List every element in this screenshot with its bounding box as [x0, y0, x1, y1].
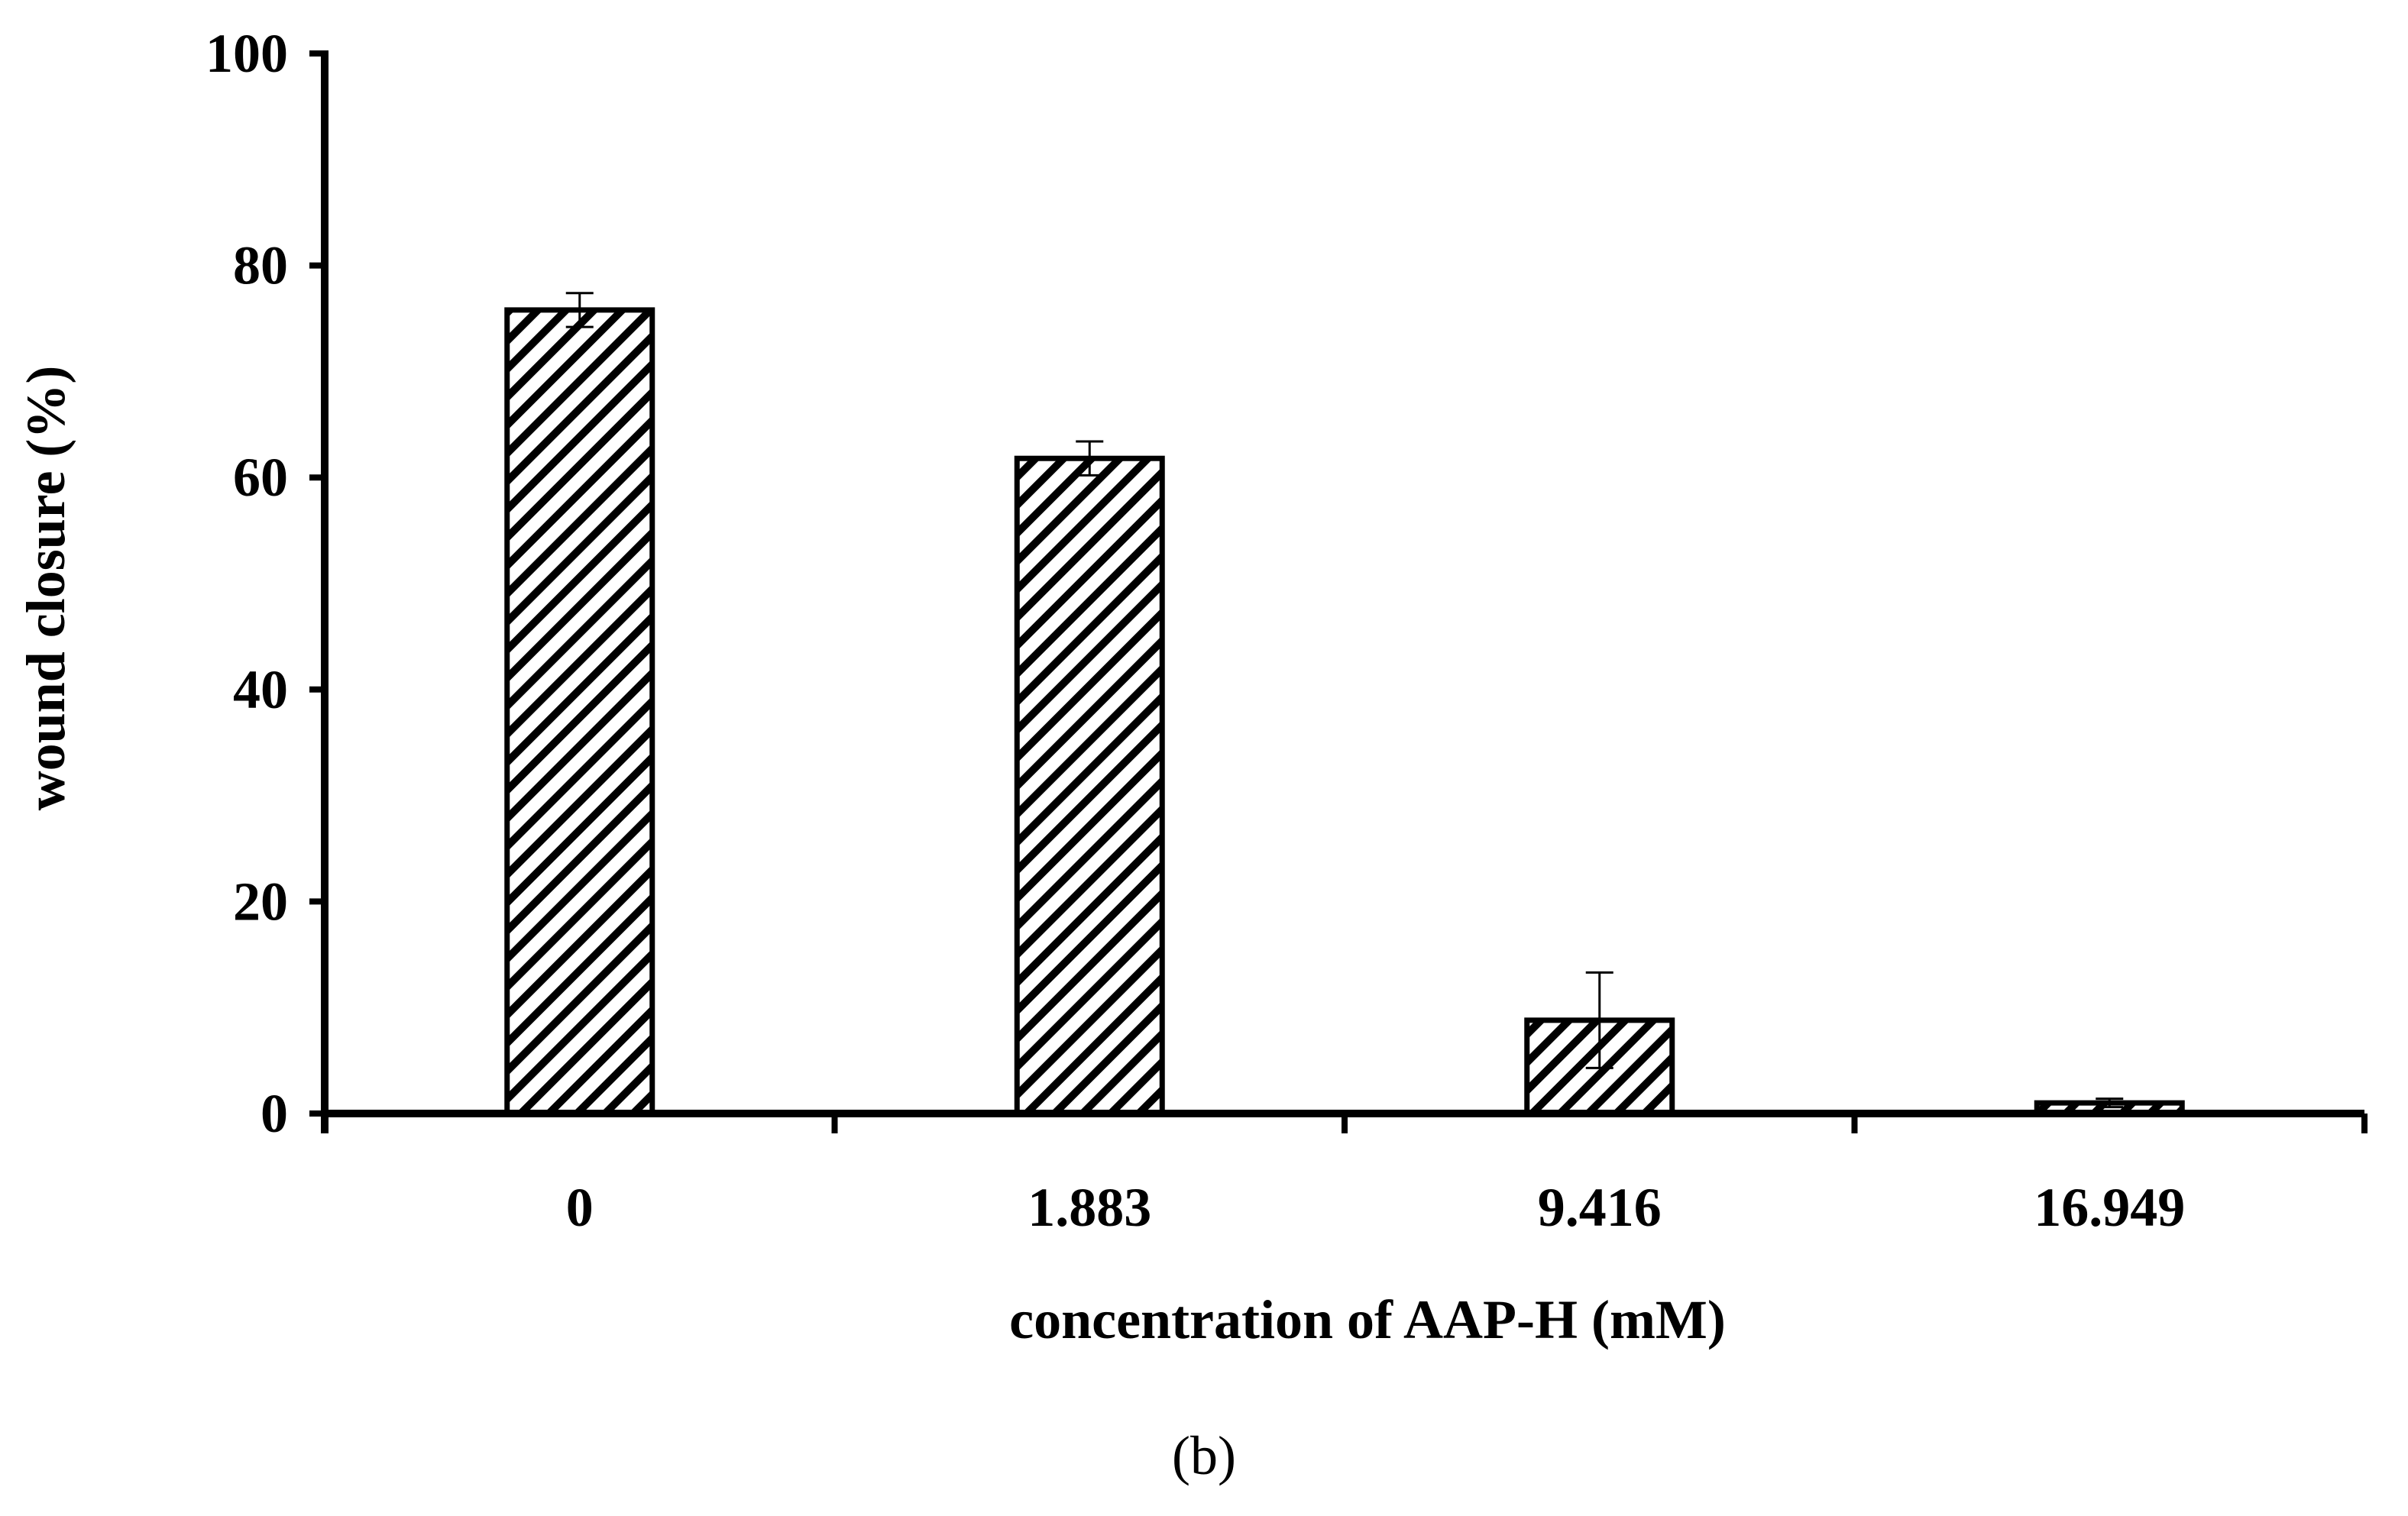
bar-1.883 [1014, 455, 1165, 1117]
labels-layer: wound closure (%) concentration of AAP-H… [15, 366, 1726, 1486]
y-tick-label: 20 [233, 871, 288, 932]
y-tick-label: 0 [261, 1083, 288, 1144]
x-tick-label: 0 [566, 1177, 594, 1238]
x-tick-label: 1.883 [1028, 1177, 1151, 1238]
bars-layer [504, 307, 2185, 1117]
x-tick-label: 9.416 [1538, 1177, 1662, 1238]
y-tick-label: 40 [233, 659, 288, 720]
y-tick-label: 80 [233, 235, 288, 296]
y-tick-label: 60 [233, 447, 288, 508]
y-tick-label: 100 [206, 23, 288, 84]
x-tick-label: 16.949 [2034, 1177, 2185, 1238]
axes-layer: 0 1.883 9.416 16.949 0 20 40 60 80 100 [206, 23, 2368, 1238]
x-axis-title: concentration of AAP-H (mM) [1009, 1289, 1726, 1350]
y-axis-title: wound closure (%) [15, 366, 76, 811]
bar-0 [504, 307, 655, 1117]
error-bars-layer [565, 292, 2124, 1109]
figure-caption: (b) [1172, 1425, 1236, 1486]
